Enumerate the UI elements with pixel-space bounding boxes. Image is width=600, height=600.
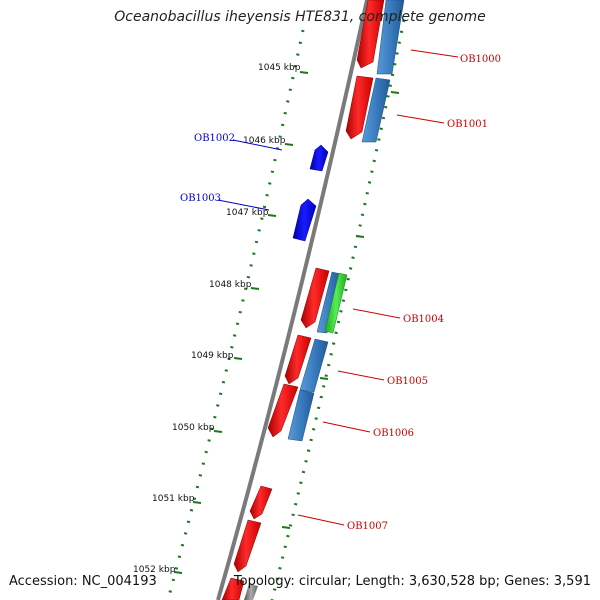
scale-tick [390, 91, 400, 94]
scale-label: 1045 kbp [258, 63, 301, 73]
scale-label: 1047 kbp [226, 208, 269, 218]
forward-cds-arrow[interactable] [249, 485, 273, 520]
forward-cds-arrow[interactable] [356, 0, 385, 69]
scale-tick [319, 377, 329, 380]
scale-tick [213, 430, 223, 433]
scale-tick [299, 71, 309, 74]
accession-text: Accession: NC_004193 [9, 574, 157, 589]
gene-label-ob1007[interactable]: OB1007 [347, 521, 388, 532]
forward-cds-arrow[interactable] [221, 577, 245, 600]
scale-tick [250, 287, 260, 290]
gene-label-ob1000[interactable]: OB1000 [460, 54, 501, 65]
scale-label: 1050 kbp [172, 423, 215, 433]
rna-feature[interactable] [324, 272, 348, 334]
scale-label: 1049 kbp [191, 351, 234, 361]
scale-tick [355, 235, 365, 238]
gene-label-ob1001[interactable]: OB1001 [447, 119, 488, 130]
scale-tick [284, 143, 294, 146]
gene-arrow-ob1002[interactable] [309, 144, 329, 172]
reverse-cds-arrow[interactable] [361, 77, 391, 143]
gene-label-ob1003[interactable]: OB1003 [180, 193, 221, 204]
leader-line-ob1007 [297, 514, 345, 526]
forward-cds-arrow[interactable] [233, 519, 262, 573]
scale-tick [192, 501, 202, 504]
gene-label-ob1004[interactable]: OB1004 [403, 314, 444, 325]
scale-tick [233, 357, 243, 360]
reverse-cds-arrow[interactable] [299, 338, 329, 393]
scale-tick [173, 571, 183, 574]
leader-line-ob1002 [232, 139, 283, 151]
scale-label: 1048 kbp [209, 280, 252, 290]
scale-tick [267, 214, 277, 217]
gene-label-ob1002[interactable]: OB1002 [194, 133, 235, 144]
leader-line-ob1005 [337, 370, 385, 381]
forward-cds-arrow[interactable] [345, 75, 374, 140]
leader-line-ob1003 [217, 199, 270, 211]
forward-cds-arrow[interactable] [267, 383, 299, 438]
inner-scale-ring [166, 29, 305, 600]
map-title: Oceanobacillus iheyensis HTE831, complet… [114, 9, 486, 25]
scale-label: 1052 kbp [133, 565, 176, 575]
reverse-cds-arrow[interactable] [316, 271, 342, 334]
genome-backbone [216, 0, 369, 600]
scale-label: 1046 kbp [243, 136, 286, 146]
forward-cds-arrow[interactable] [300, 267, 330, 329]
topology-text: Topology: circular; Length: 3,630,528 bp… [233, 574, 591, 589]
scale-tick [281, 526, 291, 529]
leader-line-ob1006 [322, 421, 371, 433]
gray-feature [244, 584, 258, 600]
forward-cds-arrow[interactable] [284, 334, 312, 385]
reverse-cds-arrow[interactable] [287, 389, 315, 442]
leader-line-ob1001 [396, 114, 445, 124]
gene-label-ob1006[interactable]: OB1006 [373, 428, 414, 439]
scale-label: 1051 kbp [152, 494, 195, 504]
leader-line-ob1000 [410, 49, 459, 58]
reverse-cds-arrow[interactable] [376, 0, 405, 75]
leader-line-ob1004 [352, 308, 401, 319]
gene-label-ob1005[interactable]: OB1005 [387, 376, 428, 387]
gene-arrow-ob1003[interactable] [292, 198, 317, 242]
